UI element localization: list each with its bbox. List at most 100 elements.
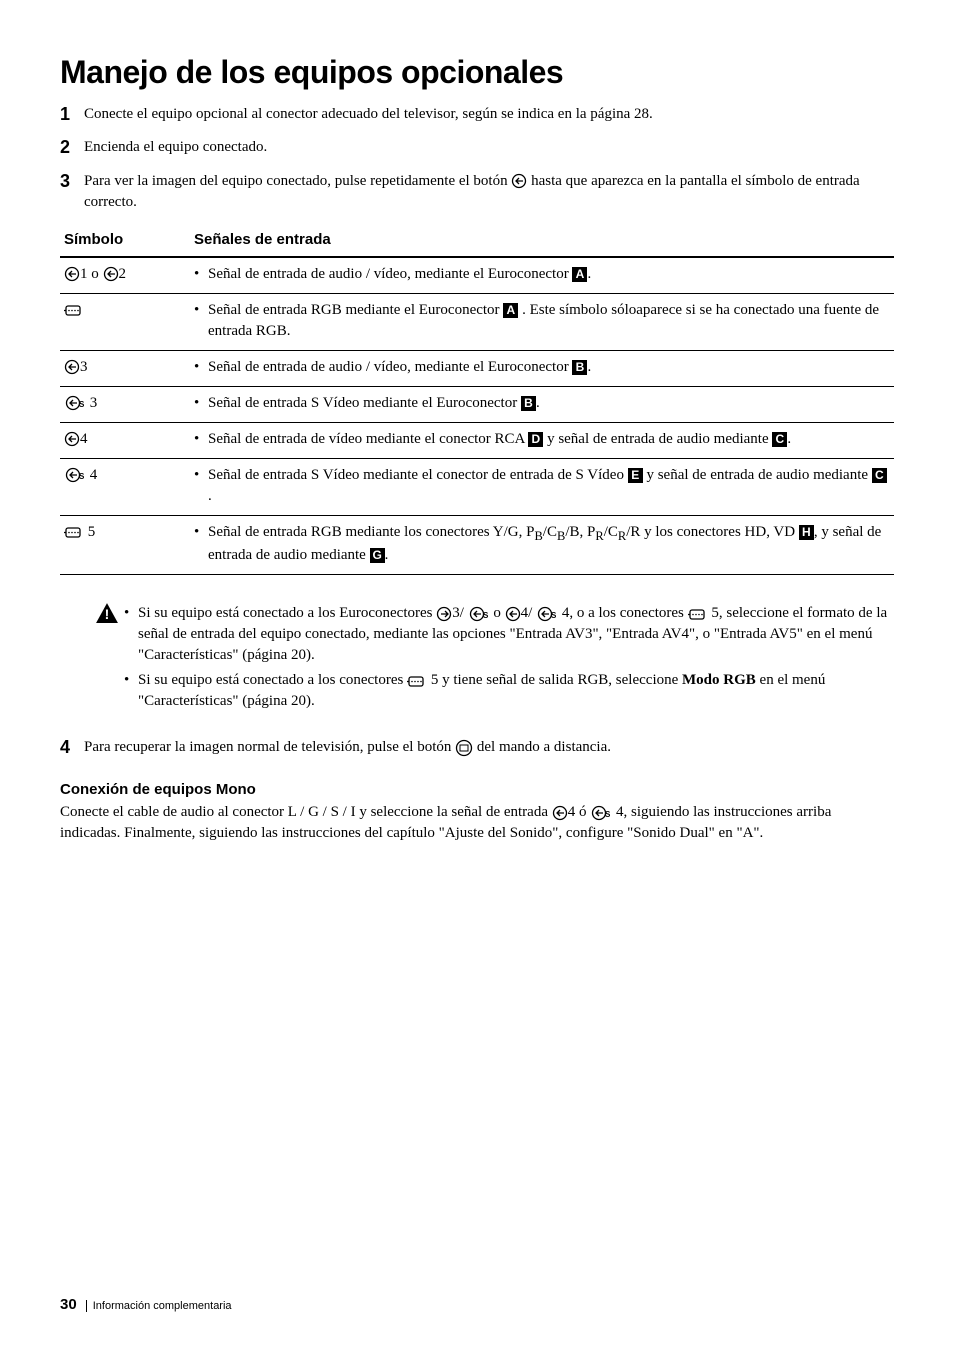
warn-part: o <box>490 605 505 621</box>
warning-box: ! • Si su equipo está conectado a los Eu… <box>96 603 894 716</box>
table-row: •Señal de entrada RGB mediante el Euroco… <box>60 293 894 350</box>
sym-text: 5 <box>84 524 95 540</box>
symbol-cell <box>60 293 190 350</box>
sig-text: . <box>208 488 212 504</box>
signal-cell: •Señal de entrada S Vídeo mediante el Eu… <box>190 386 894 422</box>
subscript: R <box>595 529 603 543</box>
sig-text: . <box>385 547 389 563</box>
footer-section: Información complementaria <box>86 1300 232 1312</box>
warn-part: 3/ <box>452 605 467 621</box>
bullet-mark: • <box>194 300 208 342</box>
symbol-cell: 3 <box>60 386 190 422</box>
sig-text: . <box>587 359 591 375</box>
rgb-icon <box>64 524 84 540</box>
warn-part: Si su equipo está conectado a los conect… <box>138 672 407 688</box>
sig-text: . <box>536 395 540 411</box>
step-number: 3 <box>60 170 84 193</box>
rgb-icon <box>688 606 708 622</box>
symbol-cell: 4 <box>60 422 190 458</box>
page-title: Manejo de los equipos opcionales <box>60 50 894 95</box>
subscript: R <box>618 529 626 543</box>
symbol-cell: 1 o 2 <box>60 257 190 294</box>
step-number: 2 <box>60 136 84 159</box>
step-1: 1 Conecte el equipo opcional al conector… <box>60 103 894 126</box>
table-row: 4 •Señal de entrada S Vídeo mediante el … <box>60 458 894 515</box>
sig-text: /B, P <box>565 524 595 540</box>
text-part: del mando a distancia. <box>473 739 611 755</box>
av-input-icon <box>505 606 521 622</box>
av-input-icon <box>103 266 119 282</box>
bullet-mark: • <box>194 522 208 567</box>
sig-text: Señal de entrada S Vídeo mediante el con… <box>208 467 628 483</box>
sig-text: /C <box>604 524 618 540</box>
subscript: B <box>534 529 542 543</box>
sig-text: . <box>787 431 791 447</box>
sym-text: 3 <box>86 395 97 411</box>
step-2: 2 Encienda el equipo conectado. <box>60 136 894 159</box>
sym-text: 4 <box>86 467 97 483</box>
av-s-icon <box>64 395 86 411</box>
rgb-icon <box>407 673 427 689</box>
av-input-icon <box>64 359 80 375</box>
step-3: 3 Para ver la imagen del equipo conectad… <box>60 170 894 213</box>
table-row: 1 o 2 •Señal de entrada de audio / vídeo… <box>60 257 894 294</box>
av-s-icon <box>468 606 490 622</box>
signal-cell: •Señal de entrada RGB mediante el Euroco… <box>190 293 894 350</box>
page-footer: 30 Información complementaria <box>60 1294 232 1315</box>
sig-text: Señal de entrada RGB mediante los conect… <box>208 524 534 540</box>
av-input-icon <box>552 805 568 821</box>
connector-letter: G <box>370 548 385 563</box>
signals-table: Símbolo Señales de entrada 1 o 2 •Señal … <box>60 223 894 576</box>
rgb-icon <box>64 302 84 318</box>
table-row: 3 •Señal de entrada S Vídeo mediante el … <box>60 386 894 422</box>
table-row: 3 •Señal de entrada de audio / vídeo, me… <box>60 350 894 386</box>
page-number: 30 <box>60 1296 77 1313</box>
tv-icon <box>455 739 473 757</box>
bullet-mark: • <box>194 357 208 378</box>
step-text: Encienda el equipo conectado. <box>84 136 894 158</box>
connector-letter: B <box>521 396 536 411</box>
connector-letter: C <box>872 468 887 483</box>
sig-text: Señal de entrada de vídeo mediante el co… <box>208 431 528 447</box>
sig-text: Señal de entrada RGB mediante el Eurocon… <box>208 302 503 318</box>
step-text: Para ver la imagen del equipo conectado,… <box>84 170 894 213</box>
signal-cell: •Señal de entrada de audio / vídeo, medi… <box>190 350 894 386</box>
table-row: 5 •Señal de entrada RGB mediante los con… <box>60 515 894 575</box>
connector-letter: A <box>572 267 587 282</box>
signal-cell: •Señal de entrada de vídeo mediante el c… <box>190 422 894 458</box>
signal-cell: •Señal de entrada de audio / vídeo, medi… <box>190 257 894 294</box>
av-s-icon <box>64 467 86 483</box>
warning-icon: ! <box>96 603 124 716</box>
av-s-icon <box>590 805 612 821</box>
warn-part: 4, o a los conectores <box>558 605 688 621</box>
step-4: 4 Para recuperar la imagen normal de tel… <box>60 736 894 759</box>
sym-text: 4 <box>80 431 88 447</box>
warn-part: 4/ <box>521 605 536 621</box>
text-part: Para ver la imagen del equipo conectado,… <box>84 173 511 189</box>
sig-text: Señal de entrada de audio / vídeo, media… <box>208 359 572 375</box>
sym-text: 2 <box>119 266 127 282</box>
sig-text: Señal de entrada S Vídeo mediante el Eur… <box>208 395 521 411</box>
av-input-icon <box>64 431 80 447</box>
sig-text: y señal de entrada de audio mediante <box>543 431 772 447</box>
bullet-mark: • <box>194 429 208 450</box>
connector-letter: D <box>528 432 543 447</box>
mono-heading: Conexión de equipos Mono <box>60 779 894 800</box>
sig-text: Señal de entrada de audio / vídeo, media… <box>208 266 572 282</box>
warn-bold: Modo RGB <box>682 672 756 688</box>
sig-text: y señal de entrada de audio mediante <box>643 467 872 483</box>
bullet-mark: • <box>194 393 208 414</box>
warn-part: 5 y tiene señal de salida RGB, seleccion… <box>427 672 682 688</box>
av-s-icon <box>536 606 558 622</box>
mono-part: 4 ó <box>568 804 591 820</box>
header-signals: Señales de entrada <box>190 223 894 257</box>
sym-text: 1 o <box>80 266 103 282</box>
sym-text: 3 <box>80 359 88 375</box>
mono-text: Conecte el cable de audio al conector L … <box>60 802 894 844</box>
header-symbol: Símbolo <box>60 223 190 257</box>
symbol-cell: 5 <box>60 515 190 575</box>
signal-cell: •Señal de entrada RGB mediante los conec… <box>190 515 894 575</box>
step-text: Para recuperar la imagen normal de telev… <box>84 736 894 758</box>
mono-part: Conecte el cable de audio al conector L … <box>60 804 552 820</box>
signal-cell: •Señal de entrada S Vídeo mediante el co… <box>190 458 894 515</box>
